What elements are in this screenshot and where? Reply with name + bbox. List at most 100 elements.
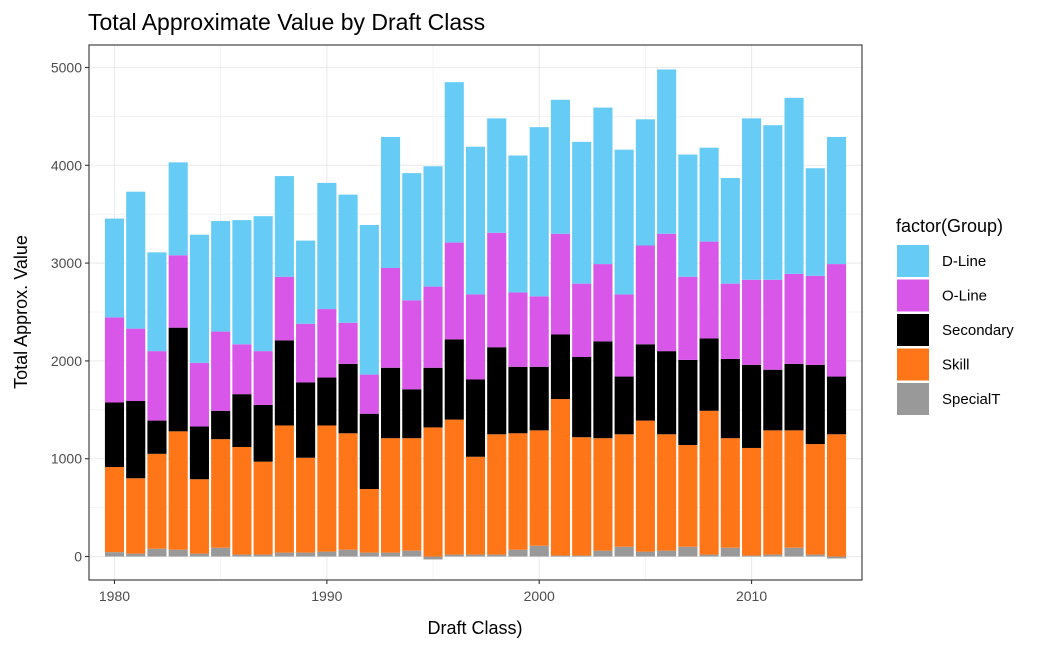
- bar-skill-1997: [465, 456, 486, 555]
- bar-specialt-2012: [784, 547, 804, 557]
- bar-specialt-1989: [296, 552, 316, 557]
- plot-border: [88, 44, 863, 581]
- x-axis: 1980 1990 2000 2010: [99, 580, 767, 604]
- bar-o-line-2004: [614, 294, 634, 377]
- bar-secondary-1998: [487, 347, 507, 435]
- bar-secondary-1986: [232, 394, 252, 447]
- y-tick-label: 3000: [51, 255, 82, 271]
- bar-skill-1996: [444, 419, 464, 555]
- bar-secondary-2001: [550, 334, 571, 400]
- bar-o-line-1998: [487, 232, 507, 348]
- bar-d-line-1993: [380, 136, 401, 268]
- bar-secondary-2003: [593, 341, 613, 439]
- bar-specialt-2003: [593, 550, 613, 557]
- bar-specialt-2008: [699, 554, 719, 557]
- bar-skill-2000: [529, 430, 549, 546]
- bar-o-line-1994: [402, 300, 422, 390]
- x-tick-label: 2000: [524, 588, 555, 604]
- bar-o-line-2005: [635, 245, 655, 345]
- bar-d-line-1998: [487, 118, 507, 233]
- bar-secondary-2000: [529, 366, 549, 431]
- bar-specialt-1997: [465, 554, 486, 557]
- bar-secondary-1981: [126, 401, 146, 479]
- legend-label: D-Line: [942, 253, 986, 270]
- bar-o-line-1990: [317, 309, 337, 378]
- bar-specialt-1994: [402, 550, 422, 557]
- bar-o-line-1999: [508, 292, 528, 367]
- bar-secondary-2006: [657, 351, 677, 435]
- bar-specialt-1988: [274, 552, 294, 557]
- y-tick-label: 4000: [51, 157, 82, 173]
- bar-skill-1988: [274, 425, 294, 553]
- bar-skill-1986: [232, 446, 252, 555]
- bar-d-line-1997: [465, 146, 486, 295]
- bar-d-line-2001: [550, 99, 571, 234]
- bar-d-line-2006: [657, 69, 677, 234]
- bar-skill-2008: [699, 410, 719, 555]
- bar-skill-1998: [487, 434, 507, 555]
- bar-d-line-1992: [359, 224, 379, 375]
- bar-secondary-1989: [296, 382, 316, 458]
- bar-skill-1984: [189, 479, 209, 554]
- bar-o-line-1991: [338, 322, 358, 364]
- bar-o-line-1996: [444, 242, 464, 340]
- bar-specialt-1992: [359, 552, 379, 557]
- bar-secondary-1984: [189, 426, 209, 480]
- bar-skill-1987: [253, 461, 273, 555]
- y-tick-label: 0: [74, 549, 82, 565]
- bar-specialt-2007: [678, 546, 698, 557]
- bar-secondary-1983: [168, 327, 188, 432]
- bar-specialt-1984: [189, 553, 209, 557]
- bar-d-line-2009: [720, 178, 740, 284]
- bar-skill-2012: [784, 430, 804, 548]
- bar-skill-2002: [572, 437, 592, 556]
- bar-secondary-1987: [253, 404, 273, 462]
- bar-specialt-2010: [742, 555, 762, 557]
- bar-secondary-1999: [508, 366, 528, 434]
- bar-d-line-1981: [126, 191, 146, 329]
- bar-secondary-2013: [805, 364, 825, 445]
- bar-specialt-1996: [444, 554, 464, 557]
- bar-specialt-2004: [614, 546, 634, 557]
- bar-o-line-1988: [274, 276, 294, 341]
- bar-d-line-1991: [338, 194, 358, 323]
- bar-o-line-2013: [805, 275, 825, 365]
- bar-d-line-2007: [678, 154, 698, 277]
- bar-o-line-1989: [296, 323, 316, 383]
- bar-skill-1999: [508, 433, 528, 550]
- bar-d-line-2002: [572, 141, 592, 284]
- bar-o-line-2006: [657, 233, 677, 352]
- bar-secondary-1988: [274, 340, 294, 426]
- legend-label: Skill: [942, 357, 970, 374]
- bar-d-line-1995: [423, 166, 443, 287]
- legend-key-secondary: [897, 314, 929, 346]
- bar-secondary-1991: [338, 363, 358, 434]
- bar-d-line-2008: [699, 147, 719, 242]
- bar-o-line-2003: [593, 264, 613, 342]
- bar-d-line-2010: [742, 118, 762, 280]
- bar-d-line-1999: [508, 155, 528, 293]
- bar-skill-1991: [338, 433, 358, 550]
- bar-d-line-2014: [826, 136, 847, 265]
- bar-skill-2006: [657, 434, 677, 551]
- bar-d-line-2000: [529, 127, 549, 297]
- bar-secondary-2008: [699, 338, 719, 411]
- bar-specialt-1983: [168, 549, 188, 557]
- bar-skill-2001: [550, 399, 571, 556]
- bar-o-line-2002: [572, 283, 592, 358]
- bar-o-line-1985: [211, 331, 231, 411]
- bar-secondary-1997: [465, 379, 486, 457]
- bar-d-line-1983: [168, 162, 188, 256]
- bar-secondary-1980: [104, 402, 125, 468]
- x-tick-label: 1980: [99, 588, 130, 604]
- bar-d-line-1986: [232, 220, 252, 345]
- bar-skill-2007: [678, 445, 698, 547]
- bar-d-line-2011: [763, 125, 783, 280]
- bar-skill-2013: [805, 444, 825, 555]
- chart-title: Total Approximate Value by Draft Class: [88, 9, 485, 35]
- bar-specialt-1986: [232, 554, 252, 557]
- bar-specialt-1987: [253, 554, 273, 557]
- bar-specialt-1985: [211, 547, 231, 557]
- y-axis-title: Total Approx. Value: [11, 235, 31, 389]
